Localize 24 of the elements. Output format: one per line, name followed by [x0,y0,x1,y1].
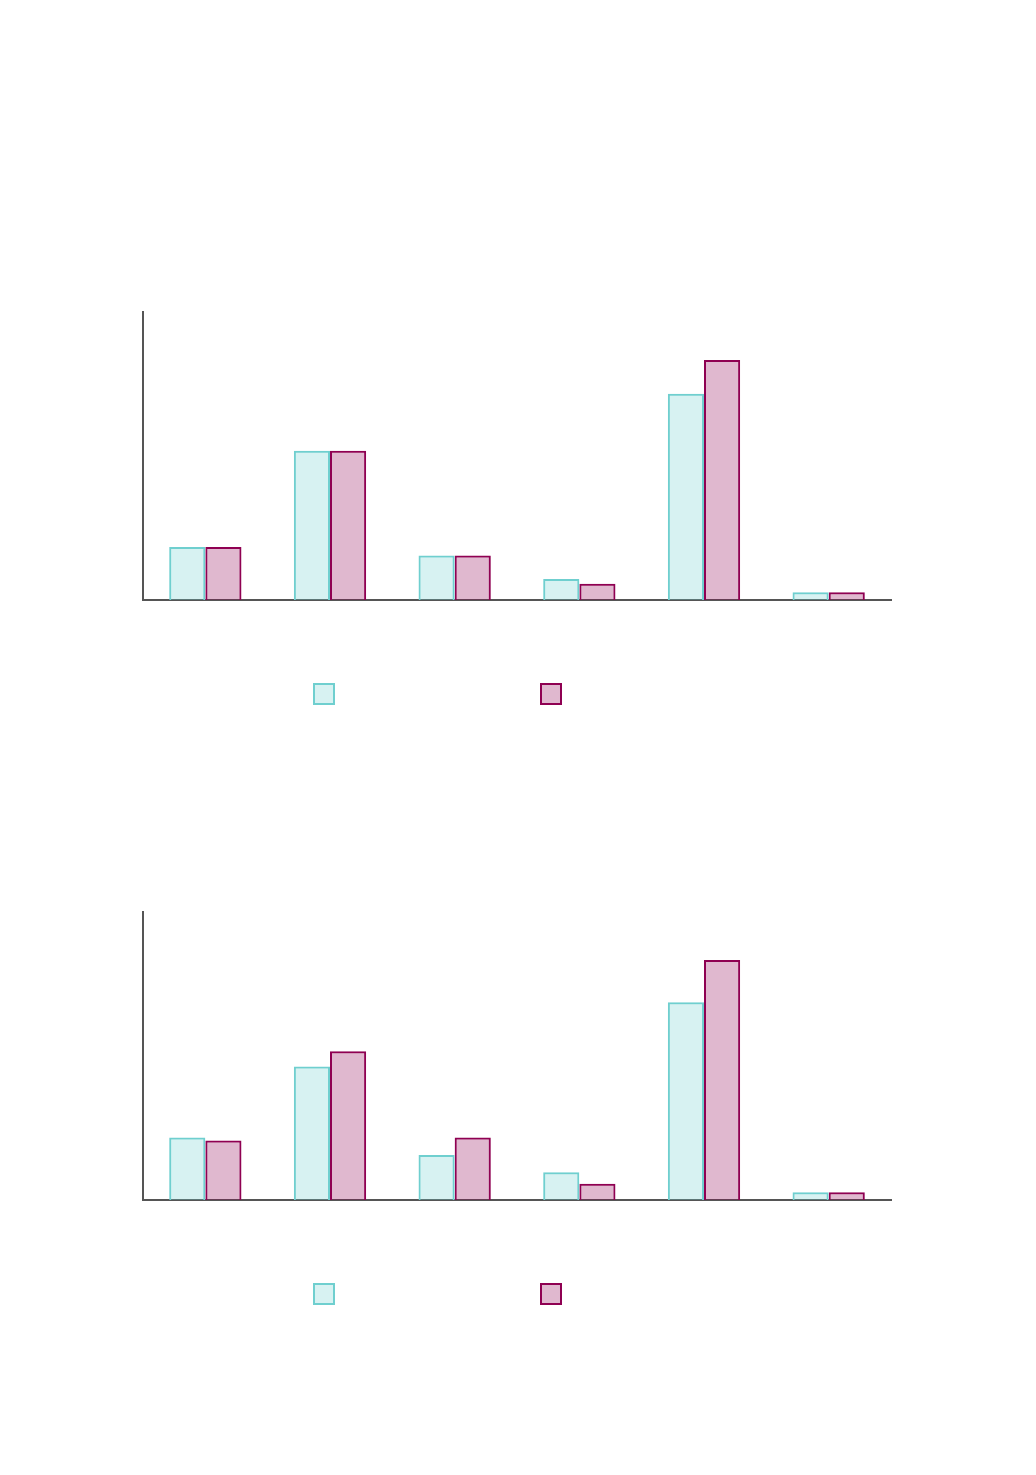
bar [828,592,865,600]
bar [169,546,206,600]
bar [792,1192,829,1200]
bar [704,960,741,1200]
bar [543,1172,580,1200]
bar [579,1183,616,1200]
bar [579,583,616,600]
bar [792,592,829,600]
bar [454,555,491,600]
bar [293,1066,330,1200]
bar [293,450,330,600]
bar [205,546,242,600]
bar [667,393,704,600]
bar [330,450,367,600]
bar [704,360,741,600]
bar [828,1192,865,1200]
bar [543,578,580,600]
bar [667,1002,704,1200]
bar [418,1154,455,1200]
bar [169,1137,206,1200]
bar [418,555,455,600]
bar [205,1140,242,1200]
bar [454,1137,491,1200]
bar [330,1051,367,1200]
